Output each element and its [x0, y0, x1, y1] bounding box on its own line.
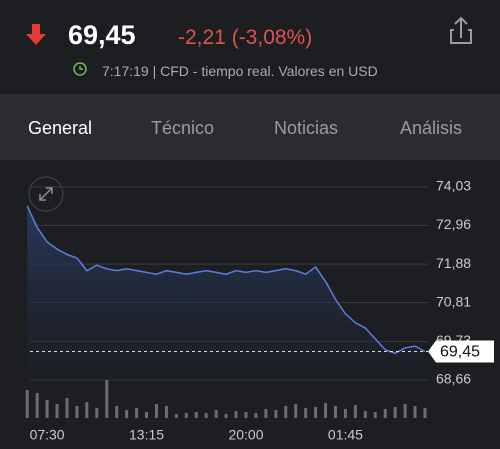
- x-tick-label: 07:30: [30, 427, 65, 443]
- price-change: -2,21 (-3,08%): [178, 26, 313, 49]
- volume-bar: [264, 409, 268, 418]
- volume-bar: [423, 408, 427, 418]
- volume-bar: [214, 410, 218, 418]
- volume-bar: [234, 411, 238, 418]
- volume-bar: [333, 406, 337, 418]
- volume-bar: [55, 404, 59, 418]
- volume-bar: [105, 380, 109, 418]
- clock-icon: [73, 62, 87, 76]
- volume-bar: [363, 411, 367, 418]
- tab[interactable]: Noticias: [274, 118, 339, 138]
- expand-button[interactable]: [28, 176, 64, 212]
- volume-bar: [145, 412, 149, 418]
- volume-bar: [343, 409, 347, 418]
- header-icons: [26, 16, 472, 76]
- volume-bar: [353, 405, 357, 418]
- volume-bar: [174, 414, 178, 418]
- volume-bar: [324, 403, 328, 418]
- y-tick-label: 71,88: [436, 255, 471, 271]
- y-tick-label: 68,66: [436, 371, 471, 387]
- volume-bar: [383, 409, 387, 418]
- area-fill: [27, 205, 425, 395]
- price-line: [26, 205, 426, 355]
- volume-bar: [25, 390, 29, 418]
- y-tick-label: 72,96: [436, 216, 471, 232]
- volume-bar: [154, 404, 158, 418]
- volume-bar: [135, 408, 139, 418]
- tab[interactable]: Técnico: [151, 118, 215, 138]
- x-tick-label: 13:15: [129, 427, 164, 443]
- volume-bar: [403, 404, 407, 418]
- volume-bar: [393, 407, 397, 418]
- y-tick-label: 70,81: [436, 293, 471, 309]
- volume-bar: [125, 410, 129, 418]
- x-tick-label: 01:45: [328, 427, 363, 443]
- last-price-box: [428, 340, 494, 363]
- last-price-label: 69,45: [440, 344, 480, 361]
- volume-bar: [274, 410, 278, 418]
- volume-bar: [164, 406, 168, 418]
- volume-bar: [95, 408, 99, 418]
- time-note: 7:17:19 | CFD - tiempo real. Valores en …: [102, 63, 378, 79]
- volume-bar: [45, 400, 49, 418]
- volume-bar: [413, 406, 417, 418]
- volume-bar: [304, 408, 308, 418]
- y-tick-label: 74,03: [436, 178, 471, 194]
- header: 69,45 -2,21 (-3,08%) 7:17:19 | CFD - tie…: [0, 0, 500, 94]
- volume-bar: [35, 393, 39, 418]
- volume-bar: [314, 407, 318, 418]
- volume-bar: [254, 413, 258, 418]
- volume-bar: [244, 412, 248, 418]
- share-icon[interactable]: [450, 16, 472, 44]
- x-tick-label: 20:00: [228, 427, 263, 443]
- tab[interactable]: General: [28, 118, 93, 138]
- tab[interactable]: Análisis: [400, 118, 463, 138]
- down-arrow: [26, 24, 46, 45]
- volume-bar: [115, 406, 119, 418]
- volume-bar: [284, 406, 288, 418]
- volume-bar: [75, 406, 79, 418]
- price: 69,45: [68, 20, 136, 50]
- volume-bar: [294, 404, 298, 418]
- tab-bar: General Técnico Noticias Análisis: [0, 94, 500, 160]
- volume-bar: [224, 414, 228, 418]
- volume-bar: [194, 412, 198, 418]
- volume-bar: [65, 398, 69, 418]
- volume-bar: [184, 413, 188, 418]
- volume-bar: [373, 412, 377, 418]
- volume-bar: [85, 402, 89, 418]
- y-tick-label: 69,73: [436, 332, 471, 348]
- volume-bar: [204, 413, 208, 418]
